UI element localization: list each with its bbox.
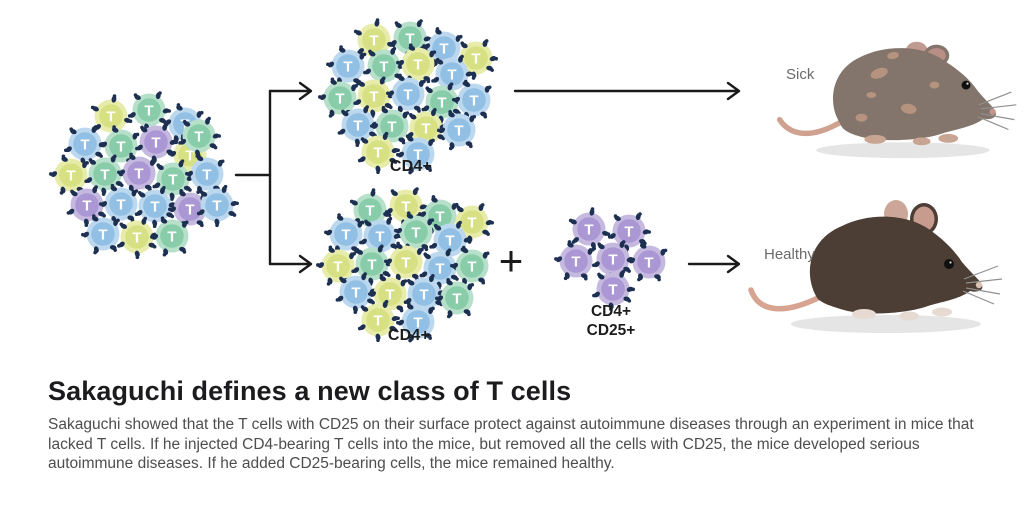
arrow-to-healthy-mouse: [687, 254, 741, 274]
svg-text:T: T: [185, 202, 194, 219]
svg-text:T: T: [66, 168, 75, 185]
svg-text:T: T: [202, 167, 211, 184]
svg-text:T: T: [168, 172, 177, 189]
svg-text:T: T: [435, 209, 444, 226]
svg-text:T: T: [644, 255, 653, 272]
svg-text:T: T: [467, 215, 476, 232]
branch-arrow-bottom: [268, 254, 313, 274]
svg-text:T: T: [413, 147, 422, 164]
svg-text:T: T: [471, 51, 480, 68]
svg-text:T: T: [100, 167, 109, 184]
svg-text:T: T: [341, 227, 350, 244]
svg-text:T: T: [405, 31, 414, 48]
svg-text:T: T: [80, 137, 89, 154]
svg-text:T: T: [343, 59, 352, 76]
svg-text:T: T: [411, 225, 420, 242]
svg-text:T: T: [369, 89, 378, 106]
svg-text:T: T: [375, 229, 384, 246]
svg-text:T: T: [365, 203, 374, 220]
treg-label-line1: CD4+: [590, 303, 632, 320]
svg-text:T: T: [144, 103, 153, 120]
healthy-mouse-illustration: [748, 200, 1003, 333]
svg-text:T: T: [624, 224, 633, 241]
svg-text:T: T: [379, 59, 388, 76]
svg-text:T: T: [608, 282, 617, 299]
svg-text:T: T: [387, 119, 396, 136]
svg-text:T: T: [584, 222, 593, 239]
treg-cluster: T TT T TT: [554, 207, 668, 311]
svg-text:T: T: [373, 313, 382, 330]
svg-text:T: T: [469, 93, 478, 110]
svg-text:T: T: [351, 285, 360, 302]
plus-sign: +: [498, 237, 524, 284]
svg-text:T: T: [373, 145, 382, 162]
arrow-to-sick-mouse: [513, 81, 741, 101]
svg-text:T: T: [452, 291, 461, 308]
caption-title: Sakaguchi defines a new class of T cells: [48, 376, 572, 406]
svg-text:T: T: [401, 199, 410, 216]
healthy-label: Healthy: [764, 246, 815, 263]
svg-text:T: T: [353, 118, 362, 135]
svg-text:T: T: [439, 41, 448, 58]
treg-label: CD4+ CD25+: [556, 302, 666, 340]
arrow-line: [687, 254, 741, 274]
svg-text:T: T: [421, 121, 430, 138]
svg-text:T: T: [98, 227, 107, 244]
branch-arrow-top: [268, 81, 313, 101]
svg-text:T: T: [333, 259, 342, 276]
svg-text:T: T: [194, 129, 203, 146]
cd4-cluster-bottom: T TT TT T T TT T T T TT T T TT T: [316, 187, 494, 343]
svg-text:T: T: [571, 254, 580, 271]
svg-text:T: T: [150, 199, 159, 216]
svg-text:T: T: [454, 123, 463, 140]
svg-text:T: T: [413, 57, 422, 74]
svg-text:T: T: [419, 287, 428, 304]
svg-text:T: T: [437, 95, 446, 112]
svg-text:T: T: [413, 315, 422, 332]
svg-text:T: T: [212, 198, 221, 215]
svg-text:T: T: [335, 91, 344, 108]
svg-text:T: T: [367, 257, 376, 274]
svg-text:T: T: [447, 67, 456, 84]
svg-text:T: T: [445, 233, 454, 250]
svg-text:T: T: [403, 87, 412, 104]
svg-text:T: T: [116, 197, 125, 214]
svg-text:T: T: [167, 229, 176, 246]
arrow-line: [513, 81, 741, 101]
svg-text:T: T: [435, 261, 444, 278]
svg-text:T: T: [401, 255, 410, 272]
branch-connector: [234, 81, 313, 274]
svg-text:T: T: [116, 139, 125, 156]
svg-text:T: T: [467, 259, 476, 276]
svg-text:T: T: [151, 135, 160, 152]
caption-block: Sakaguchi defines a new class of T cells…: [48, 376, 1000, 474]
svg-text:T: T: [608, 252, 617, 269]
svg-text:T: T: [134, 166, 143, 183]
svg-text:T: T: [106, 109, 115, 126]
cd4-top-label: CD4+: [389, 158, 433, 175]
sick-label: Sick: [786, 66, 815, 83]
svg-text:T: T: [385, 287, 394, 304]
svg-text:T: T: [132, 230, 141, 247]
sick-mouse-illustration: [776, 41, 1017, 159]
cd4-bottom-label: CD4+: [387, 327, 431, 344]
svg-text:T: T: [369, 33, 378, 50]
svg-text:T: T: [185, 148, 194, 165]
caption-body: Sakaguchi showed that the T cells with C…: [48, 416, 974, 472]
svg-text:T: T: [82, 198, 91, 215]
treg-label-line2: CD25+: [586, 322, 636, 339]
